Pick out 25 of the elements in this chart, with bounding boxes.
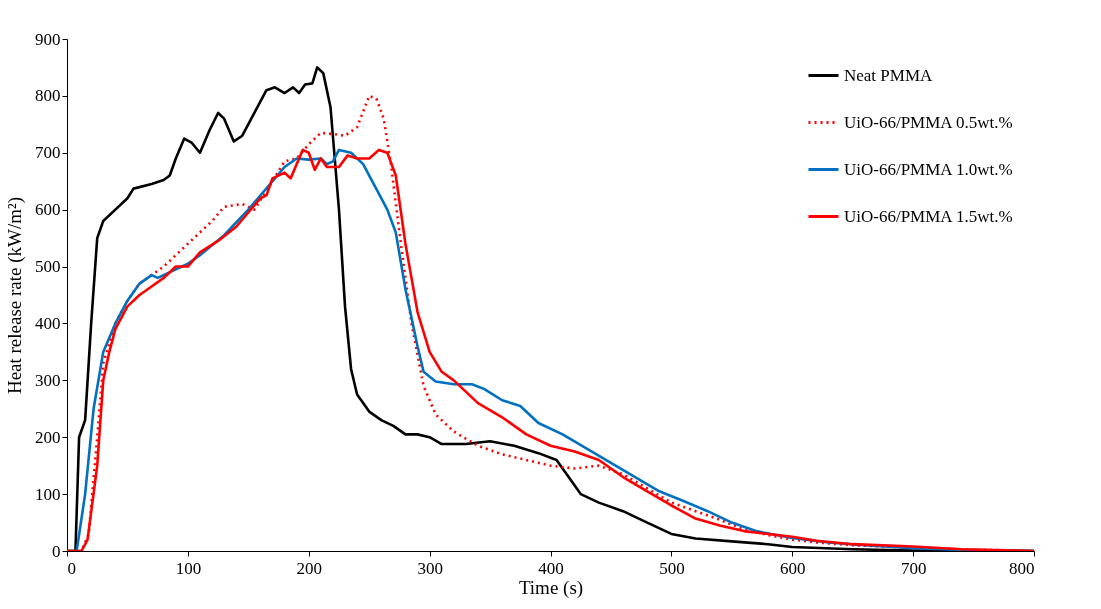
y-tick-label: 300: [35, 370, 61, 390]
x-tick-label: 100: [175, 558, 202, 578]
x-tick-label: 700: [900, 558, 927, 578]
y-tick-label: 400: [35, 313, 61, 333]
y-tick-label: 900: [35, 29, 61, 49]
legend-label: UiO-66/PMMA 1.0wt.%: [844, 159, 1013, 179]
x-tick-label: 600: [780, 558, 806, 578]
x-axis-title: Time (s): [518, 576, 584, 599]
x-tick-label: 500: [659, 558, 685, 578]
y-tick-label: 600: [35, 200, 61, 220]
y-tick-label: 500: [35, 257, 61, 277]
y-tick-label: 200: [35, 427, 61, 447]
y-tick-label: 700: [35, 143, 61, 163]
legend-label: UiO-66/PMMA 1.5wt.%: [844, 206, 1013, 226]
y-axis-title: Heat release rate (kW/m²): [4, 196, 26, 395]
legend-label: Neat PMMA: [844, 65, 934, 85]
x-tick-label: 400: [538, 558, 564, 578]
x-tick-label: 200: [296, 558, 322, 578]
y-tick-label: 100: [35, 484, 61, 504]
x-tick-label: 800: [1009, 558, 1035, 578]
legend-label: UiO-66/PMMA 0.5wt.%: [844, 112, 1013, 132]
x-tick-label: 0: [67, 558, 76, 578]
y-tick-label: 0: [52, 541, 61, 561]
x-tick-label: 300: [417, 558, 443, 578]
y-tick-label: 800: [35, 86, 61, 106]
